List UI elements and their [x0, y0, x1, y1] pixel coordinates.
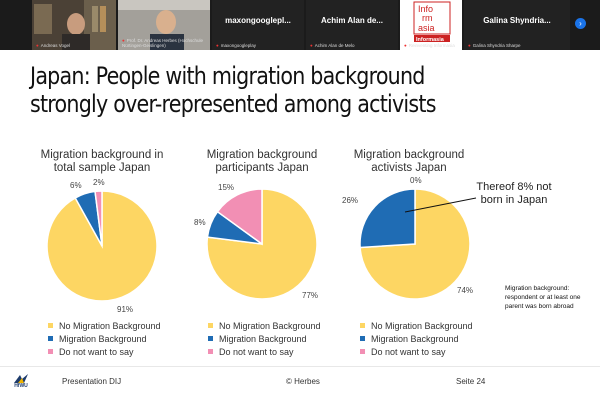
pie-slice — [216, 188, 263, 246]
legend-item: Do not want to say — [208, 345, 321, 358]
pie-slice — [206, 188, 318, 300]
participant-tile-maxon[interactable]: maxongooglepl... ● maxongoogleplay — [212, 0, 304, 50]
legend-swatch — [208, 323, 213, 328]
video-feed — [118, 0, 210, 50]
legend-swatch — [48, 336, 53, 341]
legend-swatch — [48, 323, 53, 328]
chart-title-activists: Migration background activists Japan — [353, 149, 465, 174]
svg-text:asia: asia — [418, 23, 435, 33]
legend-swatch — [208, 336, 213, 341]
participant-name: ● Achim Alan de Melo — [310, 43, 355, 48]
svg-text:Info: Info — [418, 4, 433, 14]
legend-item: Migration Background — [48, 332, 161, 345]
mic-muted-icon: ● — [36, 43, 39, 48]
legend-swatch — [208, 349, 213, 354]
pie-label: 91% — [117, 305, 134, 314]
pie-label: 15% — [218, 183, 235, 192]
legend-label: Migration Background — [59, 333, 147, 344]
legend-swatch — [360, 349, 365, 354]
side-note: Migration background: respondent or at l… — [505, 285, 581, 310]
legend-item: Do not want to say — [48, 345, 161, 358]
legend-participants: No Migration Background Migration Backgr… — [208, 319, 321, 358]
pie-chart-total — [46, 190, 158, 302]
mic-muted-icon: ● — [310, 43, 313, 48]
legend-item: Migration Background — [360, 332, 473, 345]
pie-label: 6% — [70, 181, 82, 190]
legend-item: Do not want to say — [360, 345, 473, 358]
pie-label: 0% — [410, 176, 422, 185]
pie-label: 26% — [342, 196, 359, 205]
next-participants-button[interactable]: › — [575, 18, 586, 29]
legend-swatch — [360, 336, 365, 341]
hfwu-logo: HfWU — [10, 372, 32, 389]
legend-label: Migration Background — [371, 333, 459, 344]
participant-tile-andreas[interactable]: ● Andreas Vogel — [32, 0, 116, 50]
pie-slice — [359, 188, 416, 249]
legend-item: No Migration Background — [208, 319, 321, 332]
chart-title-participants: Migration background participants Japan — [206, 149, 318, 174]
pie-label: 74% — [457, 286, 474, 295]
annotation-text: Thereof 8% not born in Japan — [476, 181, 552, 206]
legend-item: Migration Background — [208, 332, 321, 345]
hfwu-logo-mark — [14, 374, 28, 383]
participant-name: ● maxongoogleplay — [216, 43, 256, 48]
legend-label: No Migration Background — [219, 320, 321, 331]
legend-item: No Migration Background — [48, 319, 161, 332]
legend-activists: No Migration Background Migration Backgr… — [360, 319, 473, 358]
slide-title: Japan: People with migration background … — [30, 62, 436, 118]
participant-name: ● Reinventing Informasia — [404, 43, 455, 48]
legend-label: Migration Background — [219, 333, 307, 344]
pie-slice — [94, 190, 103, 247]
pie-label: 8% — [194, 218, 206, 227]
legend-swatch — [360, 323, 365, 328]
mic-muted-icon: ● — [404, 43, 407, 48]
svg-text:rm: rm — [422, 13, 433, 23]
informasia-logo: Info rm asia Informasia — [413, 1, 451, 43]
participant-strip: ● Andreas Vogel ● Prof. Dr. Andreas Herbes… — [0, 0, 600, 50]
chart-title-total: Migration background in total sample Jap… — [40, 149, 164, 174]
participant-tile-herbes[interactable]: ● Prof. Dr. Andreas Herbes (Hochschule Nü… — [118, 0, 210, 50]
legend-label: No Migration Background — [371, 320, 473, 331]
footer-left: Presentation DIJ — [62, 377, 122, 386]
svg-text:Informasia: Informasia — [416, 37, 445, 43]
legend-label: Do not want to say — [219, 346, 294, 357]
legend-label: No Migration Background — [59, 320, 161, 331]
participant-tile-achim[interactable]: Achim Alan de... ● Achim Alan de Melo — [306, 0, 398, 50]
participant-tile-informasia[interactable]: Info rm asia Informasia ● Reinventing Inf… — [400, 0, 462, 50]
pie-label: 77% — [302, 291, 319, 300]
mic-muted-icon: ● — [216, 43, 219, 48]
participant-tile-galina[interactable]: Galina Shyndria... ● Galina Shyndria Shar… — [464, 0, 570, 50]
chevron-right-icon: › — [579, 19, 582, 28]
participant-display-name: Galina Shyndria... — [483, 16, 551, 25]
mic-muted-icon: ● — [122, 38, 125, 43]
footer-right: Seite 24 — [456, 377, 486, 386]
participant-display-name: Achim Alan de... — [321, 16, 383, 25]
slide-footer: Presentation DIJ © Herbes Seite 24 — [0, 366, 600, 400]
legend-label: Do not want to say — [59, 346, 134, 357]
participant-display-name: maxongooglepl... — [225, 16, 291, 25]
pie-chart-activists — [359, 188, 471, 300]
footer-center: © Herbes — [286, 377, 320, 386]
legend-total: No Migration Background Migration Backgr… — [48, 319, 161, 358]
mic-muted-icon: ● — [468, 43, 471, 48]
legend-swatch — [48, 349, 53, 354]
participant-name: ● Galina Shyndria Sharpe — [468, 43, 521, 48]
participant-name: ● Prof. Dr. Andreas Herbes (Hochschule Nü… — [122, 38, 204, 48]
legend-label: Do not want to say — [371, 346, 446, 357]
participant-name: ● Andreas Vogel — [36, 43, 70, 48]
pie-chart-participants — [206, 188, 318, 300]
pie-label: 2% — [93, 178, 105, 187]
legend-item: No Migration Background — [360, 319, 473, 332]
video-feed — [32, 0, 116, 50]
hfwu-logo-text: HfWU — [14, 383, 28, 389]
